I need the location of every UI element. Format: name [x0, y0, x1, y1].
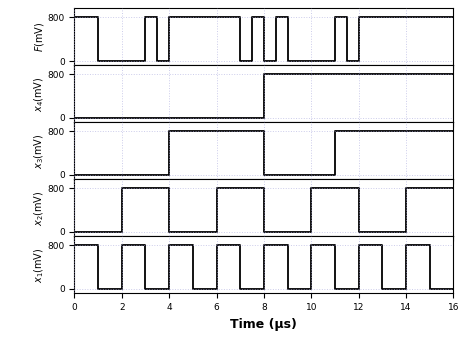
Y-axis label: $F$(mV): $F$(mV): [33, 22, 46, 52]
Y-axis label: $x_1$(mV): $x_1$(mV): [33, 247, 46, 282]
Y-axis label: $x_4$(mV): $x_4$(mV): [33, 76, 46, 112]
X-axis label: Time (μs): Time (μs): [231, 318, 297, 331]
Y-axis label: $x_3$(mV): $x_3$(mV): [33, 133, 46, 168]
Y-axis label: $x_2$(mV): $x_2$(mV): [33, 190, 46, 225]
